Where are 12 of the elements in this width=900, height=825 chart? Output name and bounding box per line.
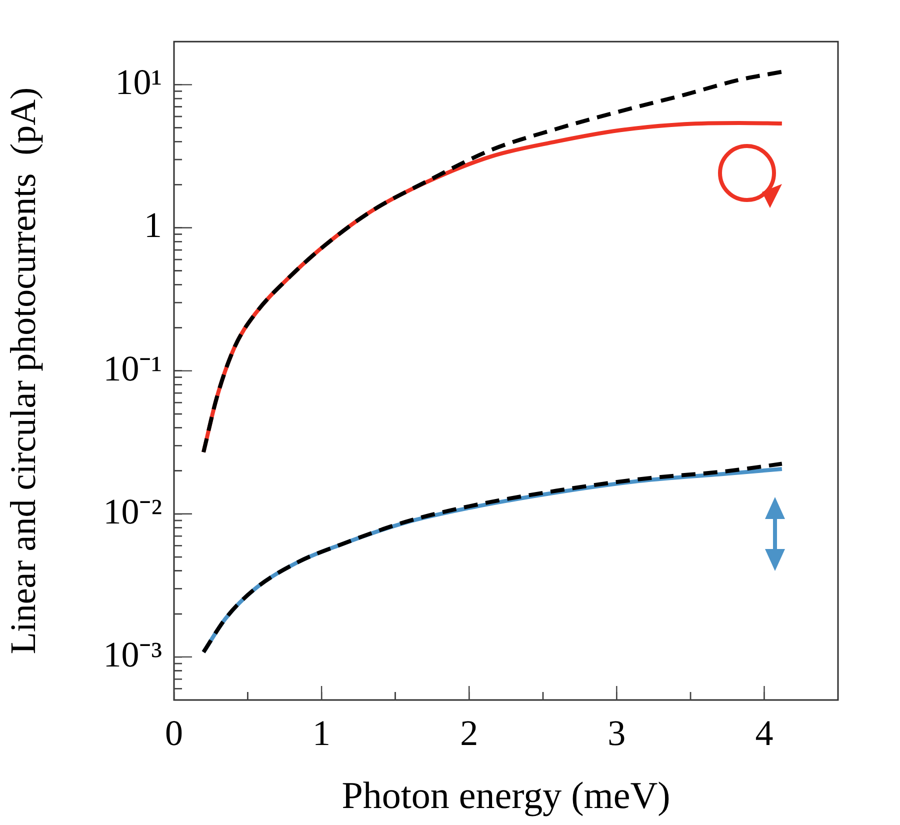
y-tick-label: 10⁻¹ [103, 348, 162, 388]
x-tick-label: 2 [460, 713, 478, 754]
x-tick-label: 0 [165, 713, 183, 754]
x-axis-title: Photon energy (meV) [342, 775, 670, 818]
x-tick-label: 4 [755, 713, 774, 754]
y-tick-label: 10⁻² [103, 491, 162, 532]
y-tick-label: 10⁻³ [103, 634, 162, 674]
y-axis-title: Linear and circular photocurrents (pA) [3, 87, 44, 654]
y-tick-label: 1 [144, 205, 162, 246]
y-tick-label: 10¹ [115, 62, 162, 102]
x-tick-label: 1 [312, 713, 331, 754]
x-tick-label: 3 [608, 713, 626, 754]
